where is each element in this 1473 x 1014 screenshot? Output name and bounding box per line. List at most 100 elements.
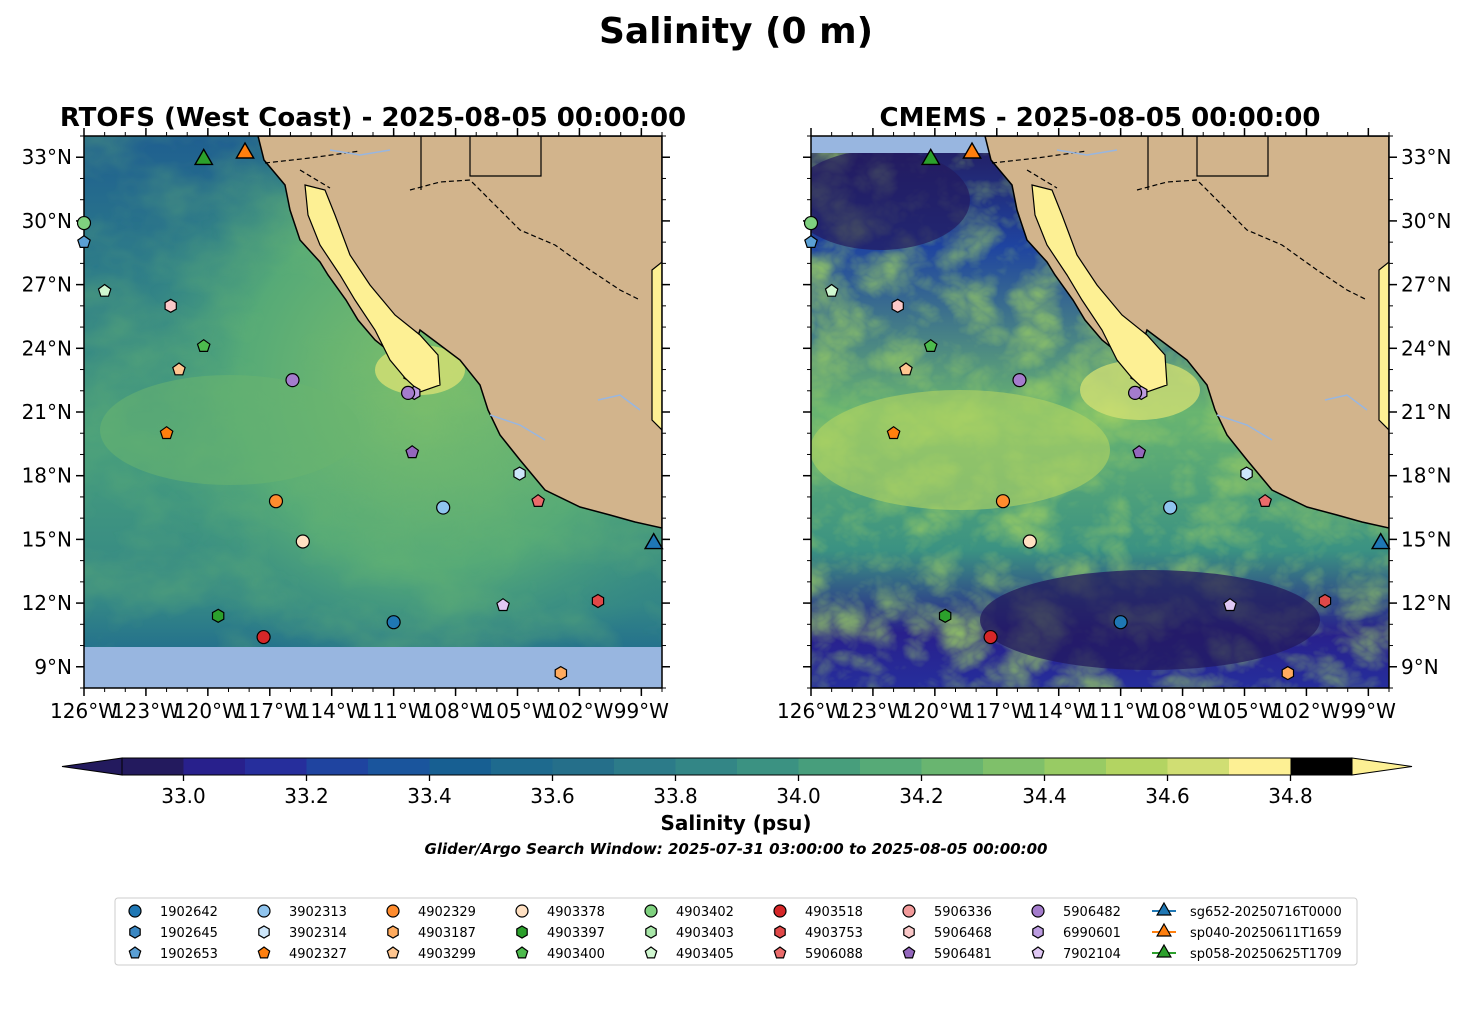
station-marker-4903518 [983,629,998,645]
x-tick-label: 102°W [1272,699,1340,723]
legend-label: 5906481 [934,947,992,962]
station-marker-4903187 [1281,665,1295,681]
y-tick-label: 18°N [1401,464,1451,488]
colorbar-tick-label: 34.6 [1145,784,1190,808]
colorbar-segment [1167,758,1230,775]
x-tick-label: 102°W [545,699,613,723]
station-marker-4903518 [256,629,271,645]
legend-station-marker [1031,904,1045,918]
station-marker-7902104 [1223,597,1237,612]
cmems-axis-ticks: 126°W123°W120°W117°W114°W111°W108°W105°W… [777,128,1451,723]
cmems-station-markers [803,141,1391,681]
glider-marker-sp040-20250611T1659 [962,141,982,159]
colorbar-tick-label: 33.4 [407,784,452,808]
y-tick-label: 15°N [1401,527,1451,551]
colorbar-tick-label: 34.4 [1022,784,1067,808]
x-tick-label: 120°W [901,699,969,723]
rtofs-map-panel: RTOFS (West Coast) - 2025-08-05 00:00:00… [22,103,687,723]
legend-label: 7902104 [1063,947,1121,962]
rtofs-gulf-of-california [304,184,441,393]
legend-label: 4903518 [805,905,863,920]
legend-label: 4903400 [547,947,605,962]
station-marker-1902642b [386,615,401,630]
y-tick-label: 21°N [1401,400,1451,424]
colorbar-segment [491,758,553,775]
legend-station-marker [903,925,915,939]
legend-label: sg652-20250716T0000 [1190,905,1342,920]
glider-marker-sp058-20250625T1709 [193,147,214,166]
x-tick-label: 126°W [50,699,118,723]
colorbar-segment [798,758,861,775]
x-tick-label: 99°W [614,699,669,723]
legend-station-marker [902,904,916,918]
x-tick-label: 111°W [360,699,428,723]
station-marker-1902653 [804,234,818,248]
legend-glider-marker [1156,901,1172,916]
y-tick-label: 9°N [34,655,72,679]
legend-label: 5906088 [805,947,863,962]
legend-label: 4903753 [805,926,863,941]
legend: 1902642 1902645 1902653 3902313 3902314 49023… [114,897,1358,966]
cmems-panel-title: CMEMS - 2025-08-05 00:00:00 [880,103,1321,133]
legend-label: 3902314 [289,926,347,941]
legend-station-marker [128,946,142,959]
y-tick-label: 27°N [22,273,72,297]
colorbar-tick-label: 34.0 [776,784,821,808]
legend-label: 1902653 [160,947,218,962]
station-marker-4903299 [899,362,913,376]
legend-station-marker [644,946,658,959]
glider-marker-sp058-20250625T1709 [920,147,941,166]
legend-label: 4902327 [289,947,347,962]
legend-label: 4903378 [547,905,605,920]
y-tick-label: 33°N [1401,145,1451,169]
station-marker-4902327 [886,425,901,440]
x-tick-label: 120°W [174,699,242,723]
cmems-map-panel: CMEMS - 2025-08-05 00:00:00 126°W123°W12… [777,103,1451,723]
colorbar-segment [429,758,492,775]
y-tick-label: 30°N [1401,209,1451,233]
figure-title: Salinity (0 m) [599,11,873,52]
colorbar-segment [737,758,799,775]
colorbar-frame [121,757,1353,776]
legend-station-marker [386,946,400,959]
colorbar-segment [1290,758,1353,775]
station-marker-4903400 [923,338,938,352]
station-marker-4903402 [76,215,92,231]
station-marker-4903405 [824,283,839,297]
legend-station-marker [258,925,270,939]
glider-marker-sg652-20250716T0000 [643,532,664,550]
x-tick-label: 114°W [1025,699,1093,723]
legend-station-marker [129,925,141,939]
rtofs-border-3 [420,136,542,190]
legend-label: 4903405 [676,947,734,962]
colorbar-segment [614,758,676,775]
legend-label: 5906468 [934,926,992,941]
rtofs-border-2 [299,169,641,301]
x-tick-label: 108°W [422,699,490,723]
colorbar-segment [183,758,246,775]
x-tick-label: 126°W [777,699,845,723]
rtofs-no-data-band [84,647,662,688]
legend-station-marker [644,904,658,918]
station-marker-4903400 [196,338,211,352]
station-marker-4903753 [1318,593,1332,609]
colorbar-extend-high [1351,757,1413,776]
station-marker-7902104b [400,385,416,400]
station-marker-4902329 [995,494,1011,509]
station-marker-3902314 [1240,466,1253,481]
search-window-text: Glider/Argo Search Window: 2025-07-31 03… [425,840,1048,858]
colorbar-segment [552,758,615,775]
colorbar-tick-label: 34.8 [1268,784,1313,808]
colorbar-segment [1229,758,1291,775]
rtofs-river-1 [329,149,391,156]
rtofs-salty-belt [100,375,360,485]
x-tick-label: 105°W [1211,699,1279,723]
legend-label: 4903403 [676,926,734,941]
colorbar-segment [245,758,307,775]
station-marker-7902104b [1127,385,1143,400]
legend-station-marker [516,925,528,939]
x-tick-label: 117°W [236,699,304,723]
station-marker-5906482 [1012,373,1027,388]
cmems-salty-tongue [811,390,1110,510]
